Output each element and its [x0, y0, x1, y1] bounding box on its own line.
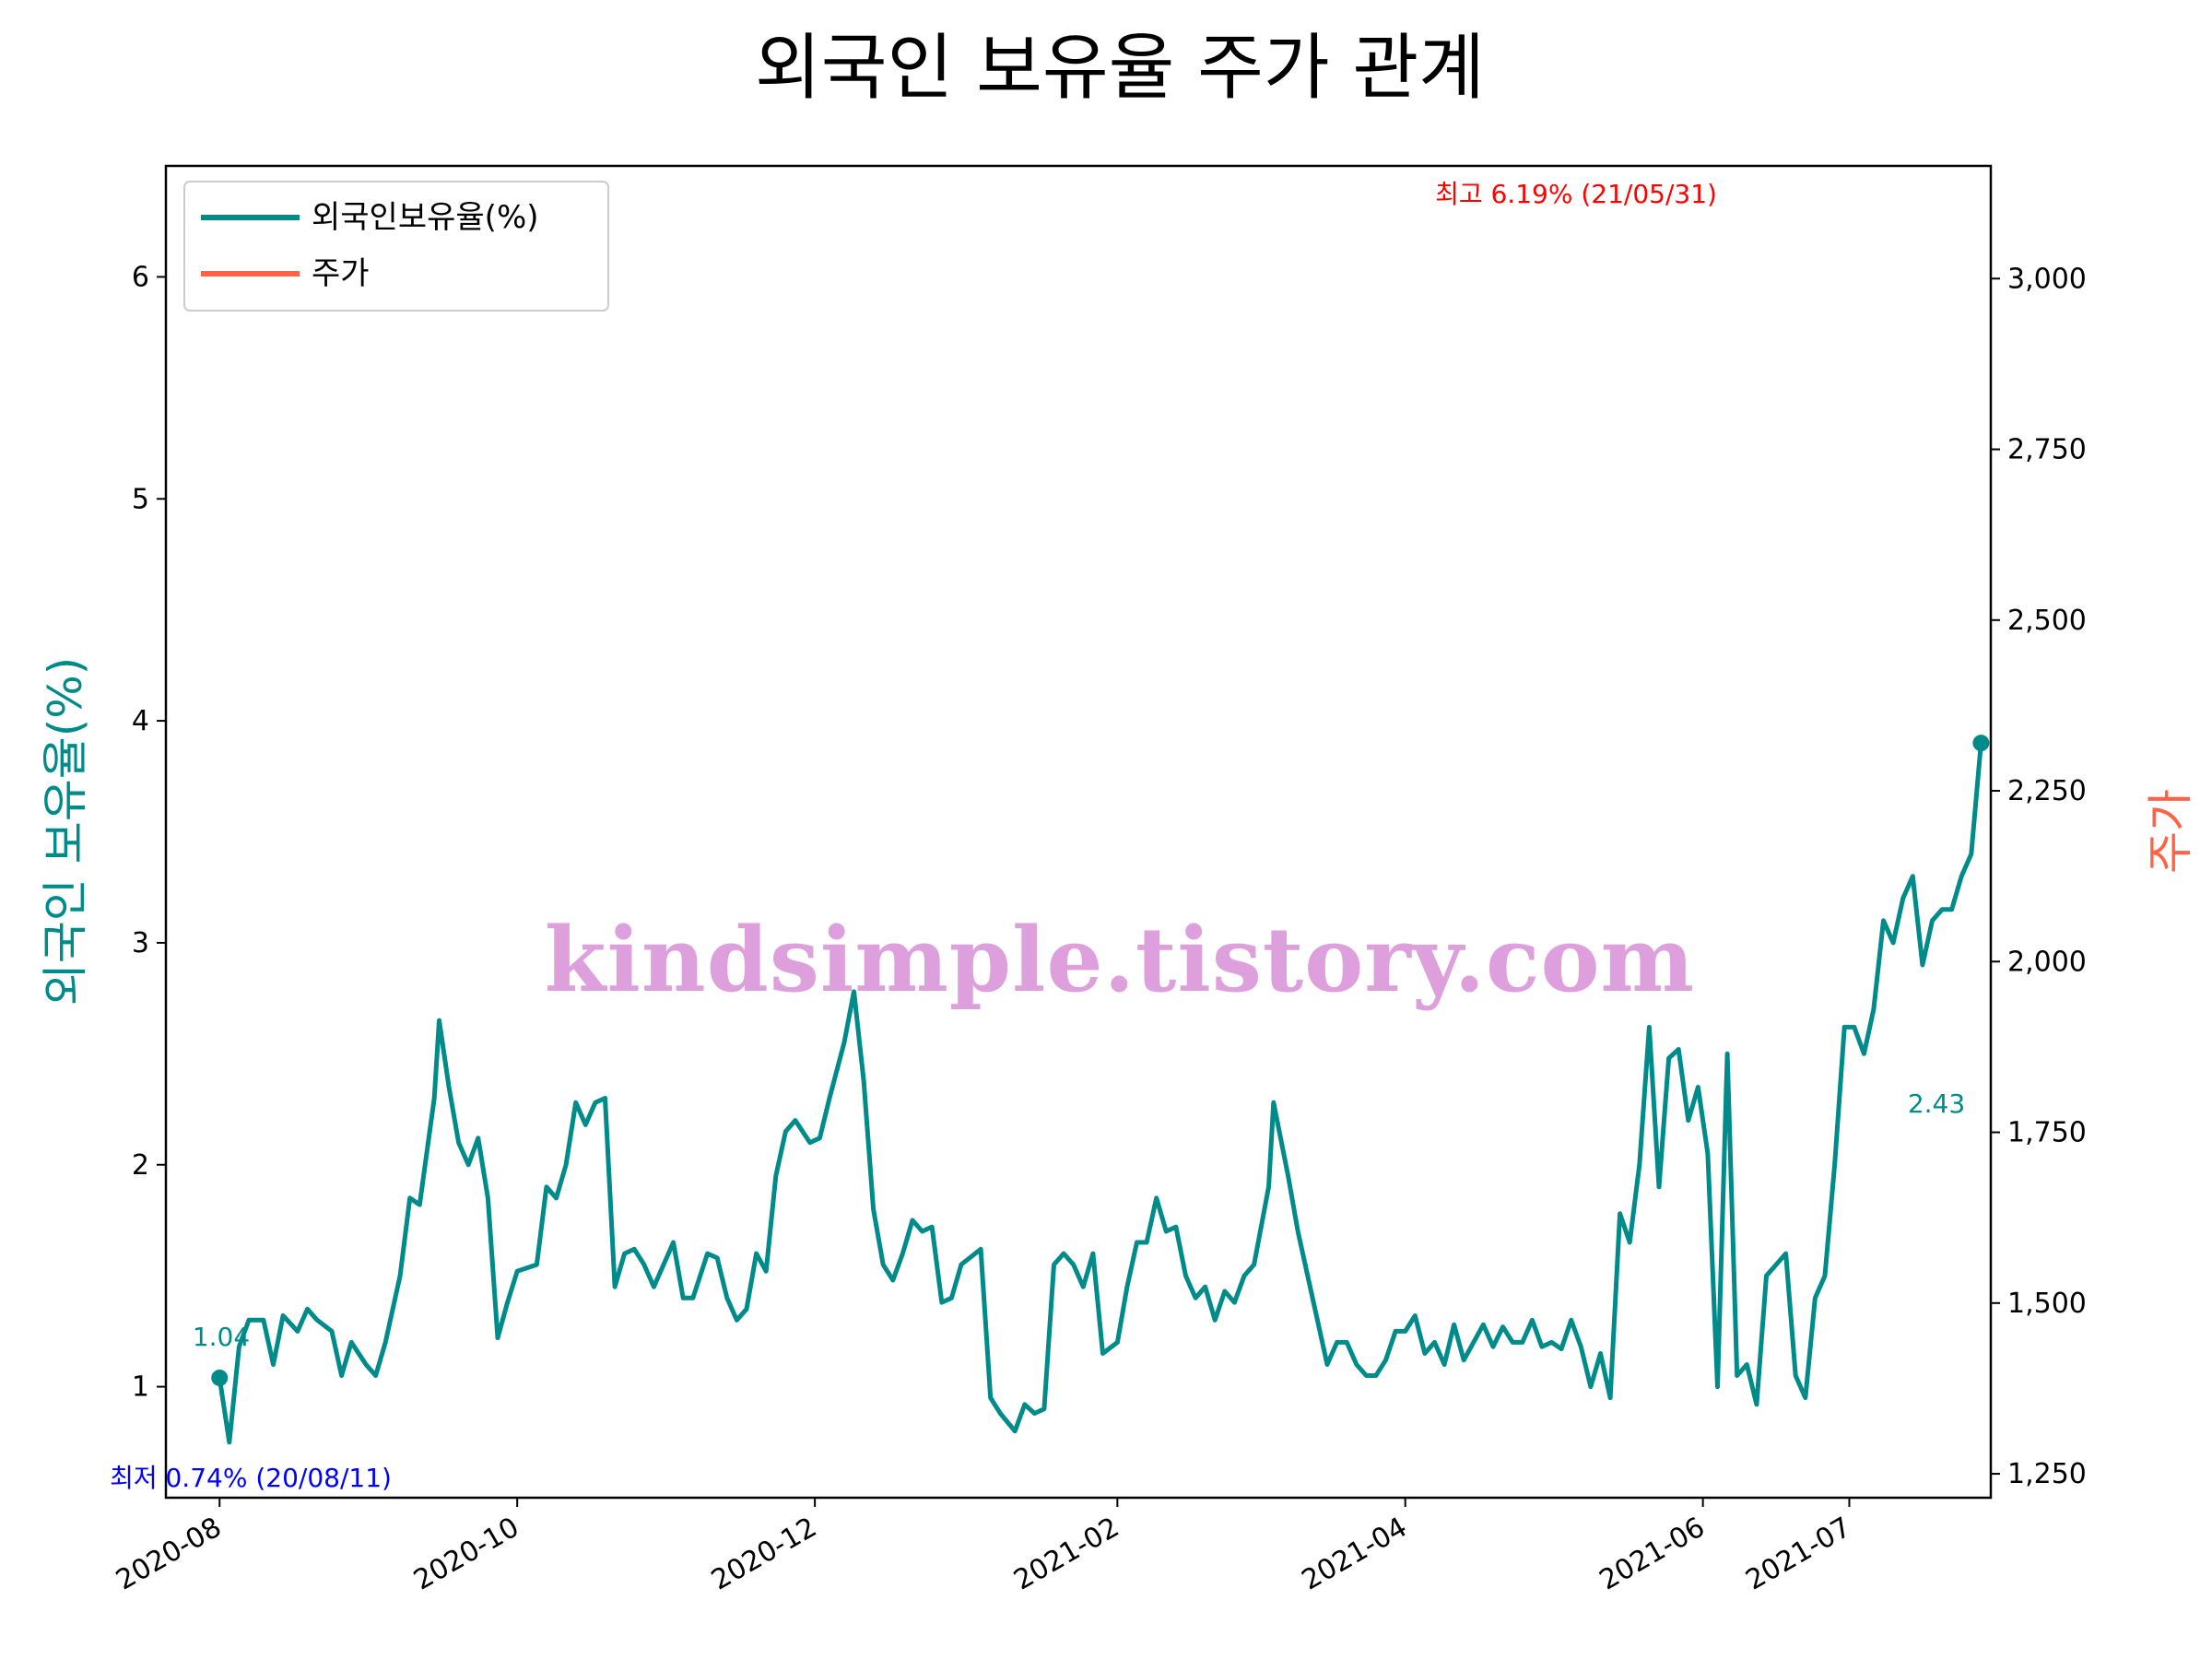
x-tick-label: 2020-08 — [111, 1512, 227, 1597]
max-annotation: 최고 6.19% (21/05/31) — [1435, 179, 1717, 209]
x-tick-label: 2021-02 — [1008, 1512, 1124, 1597]
plot-area — [164, 164, 1993, 1500]
x-tick-label: 2021-06 — [1594, 1512, 1711, 1597]
x-tick-label: 2020-10 — [408, 1512, 524, 1597]
y-left-tick-label: 6 — [132, 261, 149, 293]
y-right-tick-label: 1,500 — [2007, 1288, 2087, 1320]
x-tick-label: 2020-12 — [706, 1512, 822, 1597]
legend-label-price: 주가 — [312, 255, 370, 292]
y-left-tick-label: 2 — [132, 1149, 149, 1182]
legend: 외국인보유율(%) 주가 — [183, 181, 609, 312]
y-left-tick-label: 5 — [132, 483, 149, 515]
legend-box — [183, 181, 609, 312]
series-lines — [211, 735, 1990, 1445]
start-point-marker — [211, 1369, 229, 1386]
x-tick-label: 2021-04 — [1297, 1512, 1413, 1597]
y-left-tick-label: 4 — [132, 705, 149, 737]
y-right-tick-label: 1,250 — [2007, 1458, 2087, 1490]
x-tick-label: 2021-07 — [1740, 1512, 1856, 1597]
annotations: 최고 6.19% (21/05/31) 최저 0.74% (20/08/11) … — [110, 179, 1965, 1493]
start-annotation: 1.04 — [193, 1322, 250, 1352]
y-left-tick-label: 1 — [132, 1371, 149, 1404]
min-annotation: 최저 0.74% (20/08/11) — [110, 1463, 392, 1493]
y-right-tick-label: 2,750 — [2007, 434, 2087, 466]
end-annotation: 2.43 — [1908, 1088, 1965, 1119]
legend-label-holding: 외국인보유율(%) — [312, 199, 539, 236]
holding-ratio-line — [217, 740, 1983, 1445]
chart-title: 외국인 보유율 주가 관계 — [755, 27, 1485, 110]
end-point-marker — [1972, 735, 1990, 752]
y-axis-left-label: 외국인 보유율(%) — [39, 657, 92, 1006]
plot-frame — [164, 164, 1993, 1500]
y-left-tick-label: 3 — [132, 927, 149, 959]
y-right-tick-label: 3,000 — [2007, 263, 2087, 295]
y-right-tick-label: 2,000 — [2007, 946, 2087, 978]
y-right-tick-label: 2,500 — [2007, 605, 2087, 637]
y-axis-right-ticks: 1,250 1,500 1,750 2,000 2,250 2,500 2,750 3,000 — [1991, 263, 2087, 1490]
y-axis-right-label: 주가 — [2144, 789, 2197, 874]
watermark-text: kindsimple.tistory.com — [545, 908, 1695, 1012]
y-right-tick-label: 2,250 — [2007, 775, 2087, 807]
y-axis-left-ticks: 1 2 3 4 5 6 — [132, 261, 166, 1404]
x-axis-ticks: 2020-08 2020-10 2020-12 2021-02 2021-04 2021-… — [111, 1498, 1856, 1597]
watermark: kindsimple.tistory.com — [545, 908, 1695, 1012]
y-right-tick-label: 1,750 — [2007, 1117, 2087, 1149]
